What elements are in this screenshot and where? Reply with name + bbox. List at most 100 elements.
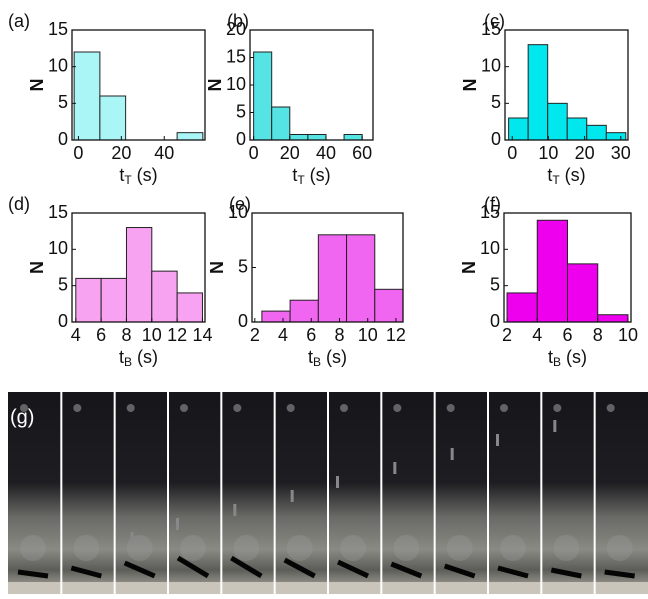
bubble [233, 535, 260, 561]
y-tick-label: 0 [236, 129, 246, 149]
histogram-bar [597, 314, 629, 323]
fiber [497, 565, 529, 579]
x-tick-label: 4 [278, 325, 288, 345]
x-label-symbol: t [308, 347, 313, 367]
y-tick-label: 10 [228, 202, 248, 222]
fiber [70, 565, 102, 579]
histogram-bar [567, 263, 599, 323]
fiber [230, 555, 263, 579]
plot-frame [71, 212, 206, 323]
x-label-subscript: T [552, 173, 560, 187]
x-tick-label: 60 [352, 143, 372, 163]
droplet [340, 404, 348, 412]
y-tick-label: 15 [48, 19, 68, 39]
x-tick-label: 14 [192, 325, 212, 345]
bubble [393, 535, 420, 561]
floor [328, 582, 382, 594]
particle [176, 518, 179, 530]
x-label-subscript: B [124, 355, 132, 369]
floor [594, 582, 648, 594]
histogram-bar [605, 132, 627, 141]
x-tick-label: 12 [167, 325, 187, 345]
droplet [553, 404, 562, 412]
y-tick-label: 0 [490, 311, 500, 331]
y-tick-label: 15 [226, 46, 246, 66]
x-tick-label: 6 [306, 325, 316, 345]
x-axis-label: tT (s) [119, 165, 157, 187]
bubble [73, 535, 100, 561]
floor [541, 582, 595, 594]
histogram-bar [536, 219, 568, 323]
particle [553, 420, 557, 432]
x-tick-label: 10 [142, 325, 162, 345]
bubble [500, 535, 526, 561]
fiber [550, 567, 582, 579]
droplet [500, 404, 508, 412]
y-tick-label: 0 [58, 129, 68, 149]
histogram-bar [586, 124, 607, 141]
x-tick-label: 8 [334, 325, 344, 345]
x-label-unit: (s) [305, 165, 331, 185]
x-label-unit: (s) [321, 347, 347, 367]
x-tick-label: 6 [96, 325, 106, 345]
x-tick-label: 30 [611, 143, 631, 163]
histogram-bar [261, 310, 291, 323]
x-label-symbol: t [547, 165, 552, 185]
particle [393, 462, 397, 474]
particle [336, 476, 339, 488]
y-tick-label: 10 [48, 238, 68, 258]
droplet [20, 404, 28, 412]
floor [114, 582, 168, 594]
photo-strip [8, 392, 648, 594]
x-tick-label: 10 [618, 325, 638, 345]
y-tick-label: 5 [236, 101, 246, 121]
bubble [126, 535, 153, 561]
histogram-bar [317, 234, 348, 323]
fiber [604, 569, 635, 579]
bubble [20, 535, 46, 561]
histogram-bar [508, 117, 529, 141]
y-tick-label: 0 [58, 311, 68, 331]
y-axis-label: N [207, 261, 227, 274]
x-tick-label: 2 [502, 325, 512, 345]
fiber [336, 559, 370, 579]
histogram-bar [566, 117, 588, 141]
histogram-bar [506, 292, 538, 323]
y-axis-label: N [27, 261, 47, 274]
x-label-symbol: t [292, 165, 297, 185]
histogram-bar [100, 277, 127, 323]
y-tick-label: 10 [480, 238, 500, 258]
histogram-bar [289, 299, 319, 323]
bubble [180, 535, 206, 561]
floor [221, 582, 275, 594]
histogram-bar [346, 234, 376, 323]
bubble [553, 535, 580, 561]
panel-label: (f) [484, 194, 501, 214]
y-axis-label: N [460, 79, 480, 92]
x-label-subscript: B [313, 355, 321, 369]
y-tick-label: 5 [58, 274, 68, 294]
histogram-bar [176, 132, 204, 141]
y-tick-label: 5 [490, 274, 500, 294]
droplet [73, 404, 82, 412]
fiber [123, 560, 156, 579]
droplet [126, 404, 135, 412]
x-label-subscript: T [297, 173, 305, 187]
x-tick-label: 8 [593, 325, 603, 345]
bubble [446, 535, 473, 561]
bubble [340, 535, 366, 561]
y-tick-label: 15 [481, 19, 501, 39]
x-axis-label: tT (s) [547, 165, 585, 187]
x-label-symbol: t [119, 165, 124, 185]
panel-label: (a) [8, 11, 30, 31]
y-tick-label: 0 [491, 129, 501, 149]
y-axis-label: N [459, 261, 479, 274]
histogram-bar [289, 134, 309, 141]
y-tick-label: 10 [226, 74, 246, 94]
x-tick-label: 0 [73, 143, 83, 163]
x-label-unit: (s) [560, 165, 586, 185]
y-axis-label: N [27, 79, 47, 92]
droplet [606, 404, 615, 412]
x-label-unit: (s) [132, 347, 158, 367]
